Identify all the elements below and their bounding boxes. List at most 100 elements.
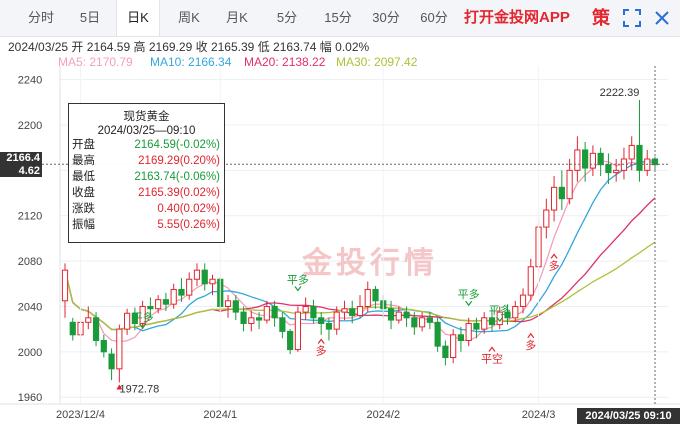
ma20-label: MA20: 2138.22 (244, 55, 326, 69)
candle-body (387, 308, 395, 321)
min-arrow (116, 384, 123, 390)
signal-label: 多 (549, 258, 560, 272)
amp-label: 幅 (319, 40, 332, 54)
tab-1[interactable]: 5日 (79, 10, 101, 25)
candle-body (349, 308, 356, 317)
candle-body (116, 328, 123, 370)
candle-body (248, 317, 255, 324)
signal-arrow (496, 316, 504, 323)
signal-label: 平多 (489, 303, 511, 317)
quote-date: 2024/03/25 (8, 40, 69, 54)
candle-body (550, 186, 558, 211)
tooltip-key: 振幅 (72, 219, 95, 231)
candle-body (597, 152, 604, 166)
candle-body (170, 288, 177, 305)
tooltip-key: 收盘 (72, 187, 95, 199)
signal-arrow (465, 300, 473, 307)
candle-body (302, 305, 309, 313)
watermark-text: 金投行情 (301, 246, 438, 280)
candle-body (85, 317, 92, 323)
x-tick-label: 2024/1 (203, 409, 237, 421)
y-tick-label: 2240 (18, 75, 42, 87)
y-tick-label: 2040 (18, 301, 42, 313)
close-value: 2165.39 (210, 40, 255, 54)
candle-body (279, 317, 286, 332)
tab-0[interactable]: 分时 (27, 10, 54, 25)
tooltip-row: 最高 2169.29(0.20%) (69, 153, 224, 169)
signal-arrow (527, 332, 535, 339)
candle-body (186, 278, 193, 296)
close-label: 收 (195, 40, 208, 54)
candle-body (364, 288, 371, 307)
candle-body (341, 308, 348, 313)
tab-2[interactable]: 日K (116, 0, 160, 36)
candle-body (481, 317, 488, 330)
candle-body (92, 317, 100, 341)
signal-label: 平空 (481, 351, 503, 365)
x-tick-label: 2023/12/4 (56, 409, 105, 421)
fullscreen-icon[interactable] (621, 7, 643, 29)
candle-body (574, 149, 581, 171)
candle-body (636, 144, 643, 171)
signal-arrow (550, 253, 558, 259)
candle-body (318, 317, 325, 324)
tooltip-time: 2024/03/25—09:10 (97, 125, 196, 137)
candle-body (224, 300, 232, 307)
candle-body (434, 321, 441, 347)
candle-body (333, 311, 340, 330)
ma10-label: MA10: 2166.34 (150, 55, 232, 69)
candle-body (426, 317, 433, 323)
strategy-icon[interactable]: 策 (592, 8, 610, 28)
signal-arrow (317, 338, 325, 344)
time-axis-badge: 2024/03/25 09:10 (577, 408, 680, 424)
tab-6[interactable]: 15分 (324, 10, 352, 25)
open-app-link[interactable]: 打开金投网APP (464, 9, 570, 26)
candle-body (605, 164, 612, 174)
tab-5[interactable]: 5分 (276, 10, 298, 25)
candle-body (193, 269, 201, 280)
signal-arrow (139, 323, 147, 329)
tooltip-row: 开盘 2164.59(-0.02%) (69, 137, 224, 153)
candle-body (100, 339, 107, 353)
candle-body (287, 330, 294, 351)
candle-body (372, 288, 379, 302)
x-tick-label: 2024/2 (366, 409, 400, 421)
tooltip-key: 开盘 (72, 139, 95, 151)
signal-label: 平多 (458, 287, 480, 301)
signal-label: 多 (316, 343, 327, 357)
candle-body (504, 311, 511, 319)
tab-7[interactable]: 30分 (372, 10, 400, 25)
min-price-label: 1972.78 (119, 383, 159, 395)
tooltip-value: 5.55(0.26%) (157, 219, 220, 231)
candle-body (294, 311, 301, 351)
ma5-label: MA5: 2170.79 (58, 55, 133, 69)
high-value: 2169.29 (148, 40, 193, 54)
ma10-line (64, 160, 656, 333)
candle-body (139, 305, 146, 324)
low-label: 低 (257, 40, 270, 54)
tooltip-value: 2165.39(0.02%) (138, 187, 220, 199)
close-icon[interactable] (651, 7, 673, 29)
tab-4[interactable]: 月K (226, 10, 248, 25)
tab-3[interactable]: 周K (178, 10, 200, 25)
signal-label: 平多 (132, 310, 154, 324)
tooltip-key: 涨跌 (72, 203, 95, 215)
candle-body (419, 317, 426, 328)
period-tabs: 分时 5日 日K 周K 月K 5分 15分 30分 60分 (0, 0, 680, 37)
candle-body (124, 312, 131, 330)
candle-body (178, 288, 185, 296)
candle-body (465, 322, 472, 341)
tab-8[interactable]: 60分 (420, 10, 448, 25)
candle-body (61, 269, 69, 302)
candle-body (442, 345, 449, 358)
candle-body (512, 305, 519, 319)
tooltip-row: 最低 2163.74(-0.06%) (69, 169, 224, 185)
amp-value: 0.02% (335, 40, 370, 54)
candle-body (255, 317, 263, 321)
candle-body (403, 311, 410, 319)
y-tick-label: 2120 (18, 211, 42, 223)
candle-body (582, 149, 589, 169)
candle-body (162, 299, 170, 305)
candle-body (411, 317, 418, 328)
candle-body (131, 312, 138, 324)
